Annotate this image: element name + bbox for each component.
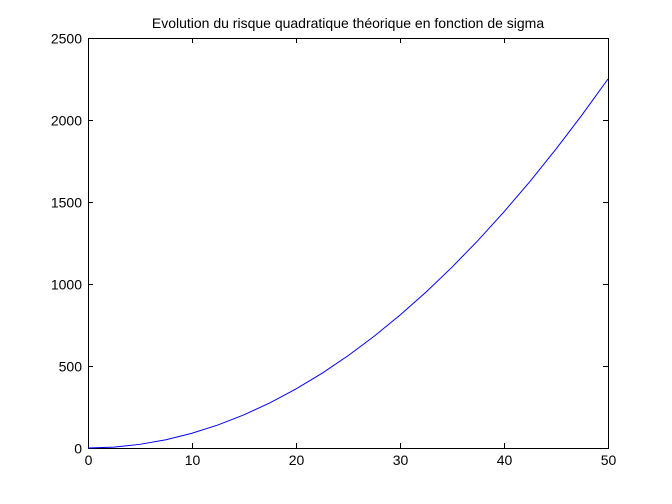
y-tick-label: 1500: [51, 195, 82, 211]
y-tick-label: 2500: [51, 31, 82, 47]
y-tick-label: 2000: [51, 113, 82, 129]
chart-title: Evolution du risque quadratique théoriqu…: [152, 15, 544, 31]
series-line-0: [87, 78, 609, 449]
x-tick-label: 0: [85, 452, 93, 468]
x-axis: 0 10 20 30 40 50: [85, 38, 617, 468]
plot-area: [88, 38, 609, 449]
y-tick-label: 1000: [51, 277, 82, 293]
y-tick-label: 0: [74, 441, 82, 457]
x-tick-label: 50: [601, 452, 617, 468]
x-tick-label: 10: [185, 452, 201, 468]
x-tick-label: 40: [497, 452, 513, 468]
y-tick-label: 500: [59, 359, 83, 375]
axes-box: [88, 38, 609, 449]
x-tick-label: 20: [289, 452, 305, 468]
x-tick-label: 30: [393, 452, 409, 468]
y-axis: 0 500 1000 1500 2000 2500: [51, 31, 608, 457]
series-layer: [87, 78, 609, 449]
